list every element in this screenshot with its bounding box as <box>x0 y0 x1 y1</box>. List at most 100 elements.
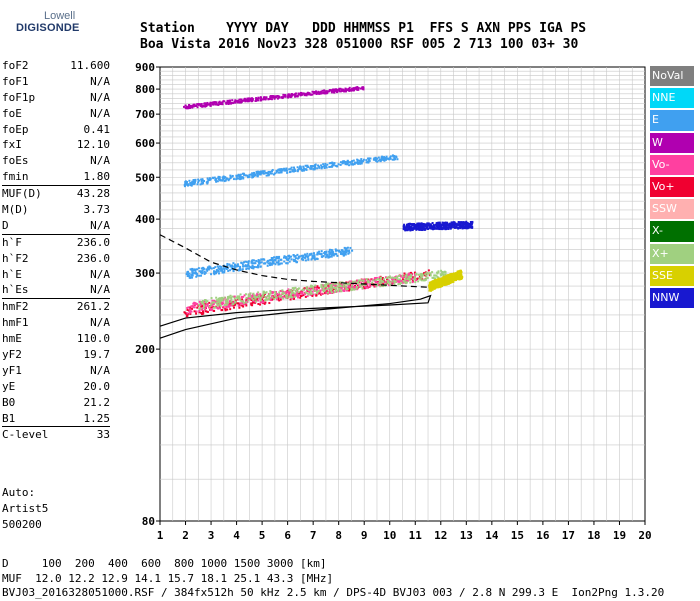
echo-point <box>338 250 341 253</box>
echo-point <box>214 103 217 106</box>
echo-point <box>462 222 465 225</box>
echo-point <box>328 248 331 251</box>
echo-point <box>285 167 288 170</box>
echo-point <box>258 295 261 298</box>
echo-point <box>379 158 382 161</box>
echo-point <box>242 295 245 298</box>
echo-point <box>237 298 240 301</box>
echo-point <box>382 280 385 283</box>
echo-point <box>270 262 273 265</box>
echo-point <box>217 175 220 178</box>
echo-point <box>444 223 447 226</box>
echo-point <box>321 287 324 290</box>
echo-point <box>215 299 218 302</box>
echo-point <box>425 227 428 230</box>
echo-point <box>278 96 281 99</box>
echo-point <box>292 170 295 173</box>
echo-point <box>353 281 356 284</box>
echo-point <box>269 172 272 175</box>
echo-point <box>282 93 285 96</box>
echo-point <box>224 179 227 182</box>
echo-point <box>285 262 288 265</box>
echo-point <box>247 176 250 179</box>
echo-point <box>277 261 280 264</box>
echo-point <box>425 277 428 280</box>
echo-point <box>430 285 433 288</box>
echo-point <box>271 257 274 260</box>
legend-item: NoVal <box>650 66 694 87</box>
echo-point <box>438 222 441 225</box>
echo-point <box>252 267 255 270</box>
echo-point <box>205 300 208 303</box>
echo-point <box>467 226 470 229</box>
echo-point <box>334 248 337 251</box>
echo-point <box>259 299 262 302</box>
echo-point <box>227 179 230 182</box>
echo-point <box>336 89 339 92</box>
echo-point <box>231 174 234 177</box>
echo-point <box>309 253 312 256</box>
param-name: C-level <box>2 428 49 442</box>
echo-point <box>357 87 360 90</box>
echo-point <box>450 277 453 280</box>
echo-point <box>455 279 458 282</box>
echo-point <box>335 290 338 293</box>
echo-point <box>300 291 303 294</box>
echo-point <box>348 288 351 291</box>
param-value: N/A <box>90 90 110 104</box>
echo-point <box>222 302 225 305</box>
echo-point <box>267 262 270 265</box>
echo-point <box>315 93 318 96</box>
echo-point <box>237 99 240 102</box>
echo-point <box>351 162 354 165</box>
echo-point <box>247 263 250 266</box>
echo-point <box>440 285 443 288</box>
echo-point <box>242 265 245 268</box>
echo-point <box>273 294 276 297</box>
echo-point <box>204 307 207 310</box>
param-value: N/A <box>90 363 110 377</box>
echo-point <box>235 177 238 180</box>
param-name: yF1 <box>2 363 22 377</box>
echo-point <box>242 177 245 180</box>
echo-point <box>397 280 400 283</box>
echo-point <box>233 304 236 307</box>
echo-point <box>226 264 229 267</box>
echo-point <box>255 97 258 100</box>
echo-point <box>294 259 297 262</box>
echo-point <box>425 274 428 277</box>
echo-point <box>414 273 417 276</box>
echo-point <box>443 283 446 286</box>
echo-point <box>220 309 223 312</box>
echo-point <box>444 271 447 274</box>
echo-point <box>260 258 263 261</box>
echo-point <box>411 276 414 279</box>
echo-point <box>442 276 445 279</box>
echo-point <box>196 106 199 109</box>
echo-point <box>374 276 377 279</box>
echo-point <box>232 102 235 105</box>
echo-point <box>410 273 413 276</box>
echo-point <box>201 310 204 313</box>
echo-point <box>249 297 252 300</box>
echo-point <box>469 221 472 224</box>
echo-point <box>304 256 307 259</box>
echo-point <box>464 227 467 230</box>
echo-point <box>201 300 204 303</box>
echo-point <box>460 224 463 227</box>
echo-point <box>325 289 328 292</box>
echo-point <box>349 89 352 92</box>
echo-point <box>184 106 187 109</box>
param-value: 236.0 <box>76 251 110 265</box>
echo-point <box>452 275 455 278</box>
echo-point <box>260 98 263 101</box>
echo-point <box>210 304 213 307</box>
echo-point <box>203 300 206 303</box>
echo-point <box>199 103 202 106</box>
echo-point <box>194 104 197 107</box>
echo-point <box>347 285 350 288</box>
echo-point <box>342 254 345 257</box>
echo-point <box>399 279 402 282</box>
echo-point <box>278 171 281 174</box>
param-name: foF1p <box>2 90 36 104</box>
